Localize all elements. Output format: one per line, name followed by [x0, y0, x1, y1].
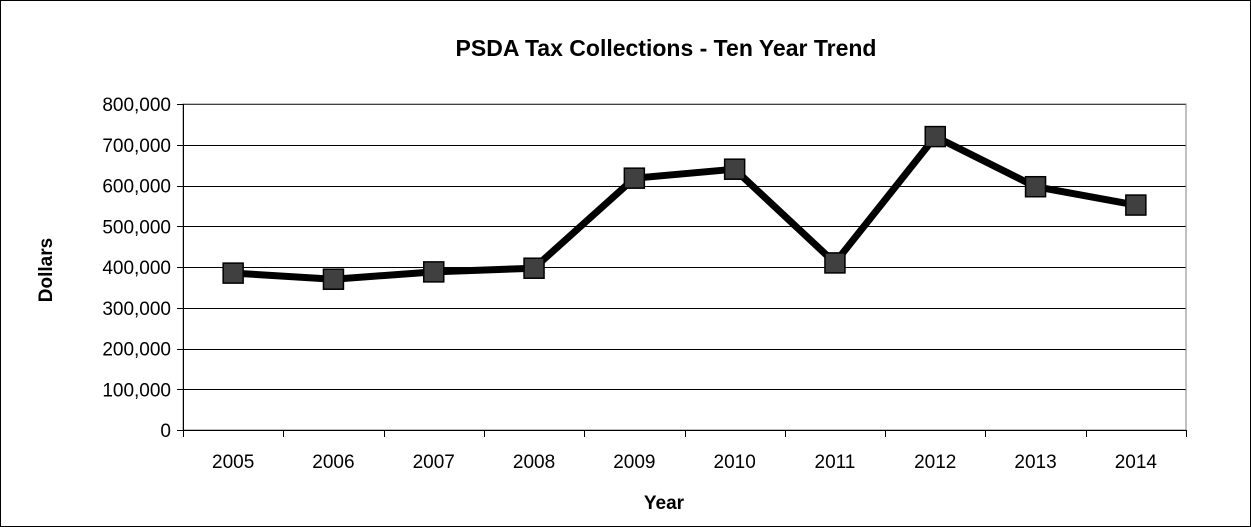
x-tick-label: 2008 — [513, 452, 555, 473]
x-tick-label: 2014 — [1115, 452, 1158, 473]
x-tick-label: 2009 — [613, 452, 655, 473]
data-point — [423, 261, 445, 283]
data-point — [924, 125, 946, 148]
y-tick-label: 200,000 — [102, 340, 171, 361]
y-tick-label: 300,000 — [102, 299, 171, 320]
y-tick-label: 0 — [160, 421, 171, 442]
y-tick-label: 600,000 — [102, 177, 171, 198]
x-tick-label: 2013 — [1014, 452, 1056, 473]
chart-title: PSDA Tax Collections - Ten Year Trend — [456, 35, 877, 61]
data-point — [623, 167, 646, 189]
data-point — [523, 257, 545, 279]
axes — [177, 103, 1187, 437]
data-point — [222, 262, 244, 284]
data-point — [1024, 175, 1047, 198]
x-tick-labels: 2005 2006 2007 2008 2009 2010 2011 2012 2013 2014 — [212, 452, 1157, 473]
x-tick-label: 2010 — [714, 452, 756, 473]
data-point — [1125, 194, 1147, 216]
y-tick-labels: 0 100,000 200,000 300,000 400,000 500,000 600,… — [102, 95, 171, 442]
y-tick-label: 500,000 — [102, 217, 171, 238]
y-tick-label: 400,000 — [102, 258, 171, 279]
data-point — [723, 158, 746, 180]
y-axis-title: Dollars — [36, 238, 57, 302]
data-series — [229, 133, 1140, 283]
gridlines — [183, 104, 1186, 390]
data-point — [322, 268, 345, 290]
x-tick-label: 2005 — [212, 452, 254, 473]
data-markers — [222, 125, 1147, 290]
x-axis-title: Year — [644, 493, 685, 514]
x-tick-label: 2012 — [914, 452, 956, 473]
y-tick-label: 800,000 — [102, 95, 171, 116]
y-tick-label: 100,000 — [102, 380, 171, 401]
y-tick-label: 700,000 — [102, 136, 171, 157]
series-line — [229, 133, 1140, 283]
x-tick-label: 2006 — [312, 452, 354, 473]
x-tick-label: 2007 — [413, 452, 455, 473]
x-tick-label: 2011 — [815, 452, 856, 473]
data-point — [824, 252, 846, 274]
